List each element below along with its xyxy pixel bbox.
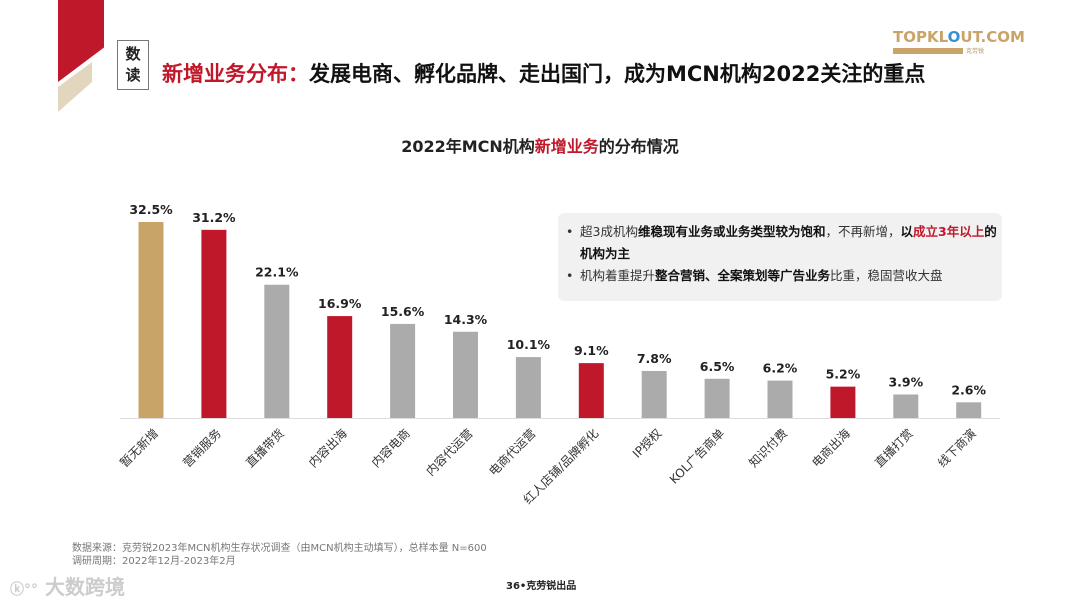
page-number: 36•克劳锐出品: [506, 581, 577, 592]
category-label: KOL广告商单: [666, 426, 727, 487]
bar: [453, 331, 478, 418]
badge-line1: 数: [125, 45, 141, 63]
data-label: 31.2%: [192, 210, 236, 225]
page-title: 新增业务分布：发展电商、孵化品牌、走出国门，成为MCN机构2022关注的重点: [162, 58, 925, 88]
logo-bar: [893, 47, 963, 54]
bar: [830, 386, 856, 418]
watermark: ⓚ°° 大数跨境: [10, 575, 125, 599]
bar: [515, 357, 541, 418]
data-label: 9.1%: [574, 343, 609, 358]
chart-title-post: 的分布情况: [598, 137, 679, 156]
category-label: 电商出海: [808, 426, 853, 471]
title-rest: 发展电商、孵化品牌、走出国门，成为MCN机构2022关注的重点: [309, 62, 926, 86]
bar: [767, 380, 793, 418]
data-label: 10.1%: [507, 337, 551, 352]
chart-title-pre: 2022年MCN机构: [401, 137, 535, 156]
bar: [956, 402, 982, 418]
data-label: 6.2%: [763, 361, 798, 376]
category-label: 暂无新增: [117, 426, 162, 471]
data-label: 32.5%: [129, 202, 173, 217]
category-label: 知识付费: [746, 426, 790, 470]
data-label: 22.1%: [255, 265, 299, 280]
badge-line2: 读: [125, 66, 141, 84]
category-label: 直播带货: [242, 426, 287, 471]
survey-period: 调研周期：2022年12月-2023年2月: [72, 556, 236, 567]
bar: [893, 394, 919, 418]
logo-sub: 克劳锐: [966, 48, 985, 55]
data-label: 16.9%: [318, 296, 362, 311]
chart-title-highlight: 新增业务: [534, 137, 599, 156]
bar: [327, 316, 353, 418]
title-highlight: 新增业务分布：: [162, 62, 309, 86]
data-label: 5.2%: [826, 367, 861, 382]
data-label: 15.6%: [381, 304, 425, 319]
data-label: 14.3%: [444, 312, 488, 327]
category-label: 营销服务: [179, 426, 224, 471]
insight-box: 超3成机构维稳现有业务或业务类型较为饱和，不再新增，以成立3年以上的机构为主 机…: [558, 213, 1002, 301]
insight-item-1: 超3成机构维稳现有业务或业务类型较为饱和，不再新增，以成立3年以上的机构为主: [566, 221, 1002, 265]
category-label: 内容电商: [368, 426, 413, 471]
brand-logo: TOPKLOUT.COM 克劳锐: [893, 28, 1025, 55]
logo-text-o: O: [947, 28, 961, 46]
logo-text-post: UT.COM: [960, 28, 1025, 46]
bar: [390, 323, 416, 418]
section-badge: 数 读: [117, 40, 149, 90]
category-label: 线下商演: [934, 426, 979, 471]
insight-item-2: 机构着重提升整合营销、全案策划等广告业务比重，稳固营收大盘: [566, 265, 1002, 287]
bar: [264, 284, 290, 418]
bar: [201, 229, 227, 418]
data-source: 数据来源：克劳锐2023年MCN机构生存状况调查（由MCN机构主动填写），总样本…: [72, 543, 487, 554]
category-label: 内容代运营: [423, 426, 476, 479]
chart-title: 2022年MCN机构新增业务的分布情况: [0, 133, 1080, 157]
footnote: 数据来源：克劳锐2023年MCN机构生存状况调查（由MCN机构主动填写），总样本…: [72, 542, 487, 568]
logo-text: TOPKL: [893, 28, 948, 46]
category-label: 内容出海: [305, 426, 350, 471]
bar: [138, 222, 164, 418]
data-label: 2.6%: [951, 382, 986, 397]
bar: [641, 370, 667, 418]
category-label: IP授权: [629, 426, 664, 461]
data-label: 7.8%: [637, 351, 672, 366]
bar: [704, 378, 730, 418]
data-label: 3.9%: [888, 374, 923, 389]
category-label: 电商代运营: [485, 426, 538, 479]
bar: [578, 363, 604, 418]
data-label: 6.5%: [700, 359, 735, 374]
category-label: 直播打赏: [872, 426, 916, 470]
